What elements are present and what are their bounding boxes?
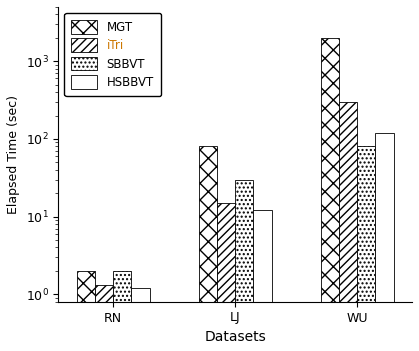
Bar [217,203,235,351]
Y-axis label: Elapsed Time (sec): Elapsed Time (sec) [7,95,20,214]
Bar [132,288,150,351]
Bar [235,179,253,351]
Bar [199,146,217,351]
Legend: MGT, iTri, SBBVT, HSBBVT: MGT, iTri, SBBVT, HSBBVT [64,13,161,96]
Bar [113,271,132,351]
X-axis label: Datasets: Datasets [204,330,266,344]
Bar [339,102,357,351]
Bar [375,133,394,351]
Bar [357,146,375,351]
Bar [77,271,95,351]
Bar [253,211,272,351]
Bar [321,38,339,351]
Bar [95,285,113,351]
